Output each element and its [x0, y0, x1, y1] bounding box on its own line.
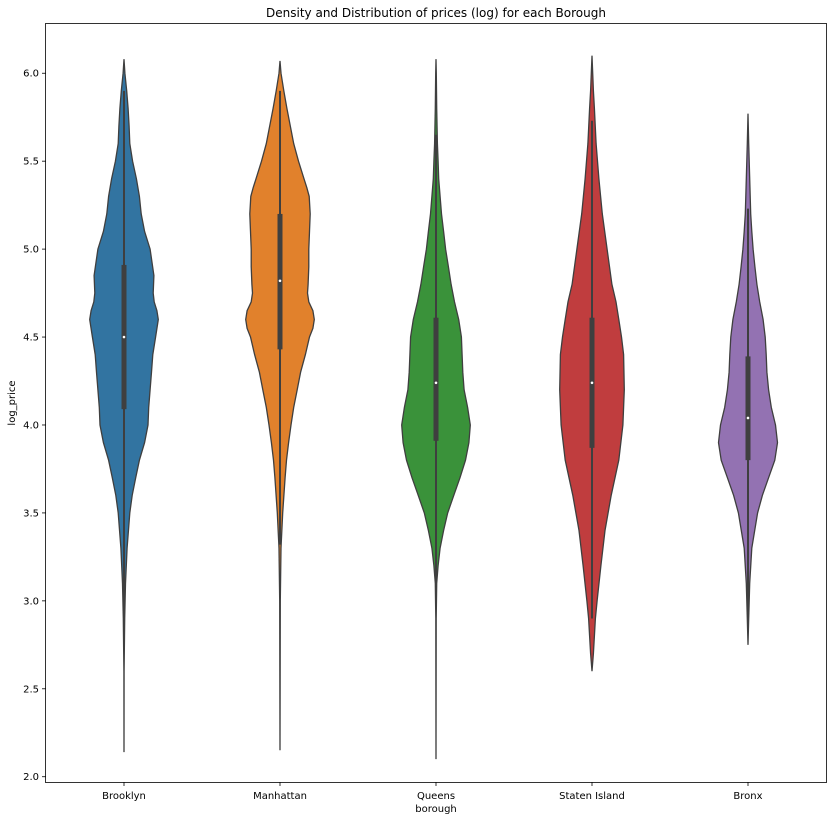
x-axis-label: borough	[415, 804, 457, 815]
y-tick-label: 5.5	[23, 157, 39, 168]
y-tick-label: 6.0	[23, 69, 39, 80]
violin-bronx	[717, 113, 779, 645]
y-tick-label: 5.0	[23, 245, 39, 256]
x-tick-label: Manhattan	[253, 791, 307, 802]
violin-brooklyn	[89, 59, 159, 753]
median-manhattan	[278, 279, 282, 283]
violin-manhattan	[245, 60, 315, 751]
violin-staten-island	[559, 55, 625, 672]
iqr-box-bronx	[745, 356, 751, 461]
y-tick-label: 2.5	[23, 684, 39, 695]
y-axis-label: log_price	[7, 380, 18, 425]
plot-area	[89, 55, 779, 760]
x-tick-label: Bronx	[733, 791, 762, 802]
chart-title: Density and Distribution of prices (log)…	[266, 6, 606, 20]
median-bronx	[746, 416, 750, 420]
y-tick-label: 3.0	[23, 596, 39, 607]
median-staten-island	[590, 381, 594, 385]
x-tick-label: Brooklyn	[102, 791, 146, 802]
x-tick-label: Queens	[417, 791, 455, 802]
iqr-box-queens	[433, 317, 439, 441]
y-tick-label: 4.5	[23, 333, 39, 344]
x-axis: Brooklyn Manhattan Queens Staten Island Bron…	[102, 782, 763, 802]
y-tick-label: 3.5	[23, 508, 39, 519]
median-brooklyn	[122, 335, 126, 339]
y-axis: 2.0 2.5 3.0 3.5 4.0 4.5 5.0 5.5 6.0	[23, 69, 46, 783]
x-tick-label: Staten Island	[559, 791, 625, 802]
violin-queens	[401, 59, 471, 760]
y-tick-label: 2.0	[23, 772, 39, 783]
y-tick-label: 4.0	[23, 420, 39, 431]
median-queens	[434, 381, 438, 385]
